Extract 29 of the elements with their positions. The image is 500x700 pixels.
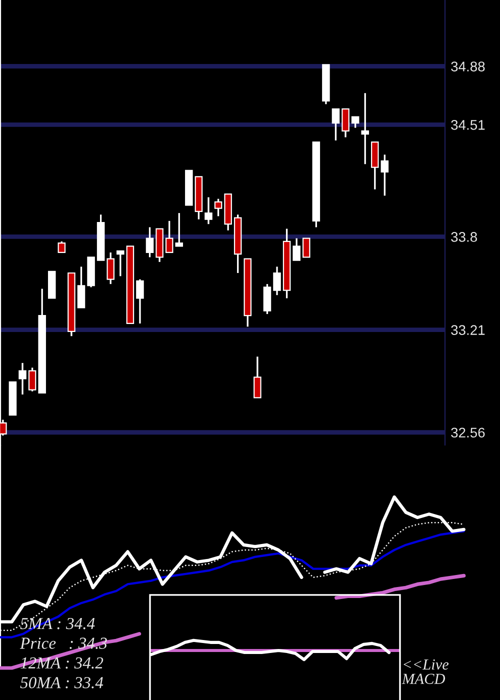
candlestick — [380, 154, 389, 197]
candlestick — [18, 362, 26, 396]
candlestick — [273, 266, 281, 296]
candlestick — [146, 226, 154, 258]
candlestick — [58, 240, 66, 254]
y-tick-label: 34.51 — [451, 120, 485, 130]
annotation: <<Live MACD — [402, 659, 449, 684]
candlestick — [263, 283, 272, 315]
text: 50MA : 33.4 — [20, 677, 104, 688]
candlestick — [361, 92, 369, 165]
y-tick-label: 32.56 — [451, 428, 485, 438]
candlestick — [136, 278, 144, 324]
candlestick — [204, 196, 212, 225]
y-tick-label: 33.8 — [451, 232, 477, 242]
candlestick — [332, 108, 340, 142]
candlestick — [302, 238, 310, 258]
candlestick — [175, 212, 184, 248]
candlestick — [165, 220, 174, 254]
candlestick — [342, 108, 350, 138]
y-tick-label: 33.21 — [451, 325, 485, 335]
candlestick — [214, 198, 222, 218]
candlestick — [292, 237, 300, 262]
candlestick — [351, 116, 360, 129]
candlestick — [77, 266, 86, 309]
y-tick-label: 34.88 — [451, 62, 485, 72]
candlestick — [28, 366, 36, 392]
candlestick — [254, 356, 262, 398]
candlestick — [106, 252, 114, 285]
candlestick — [116, 250, 124, 277]
